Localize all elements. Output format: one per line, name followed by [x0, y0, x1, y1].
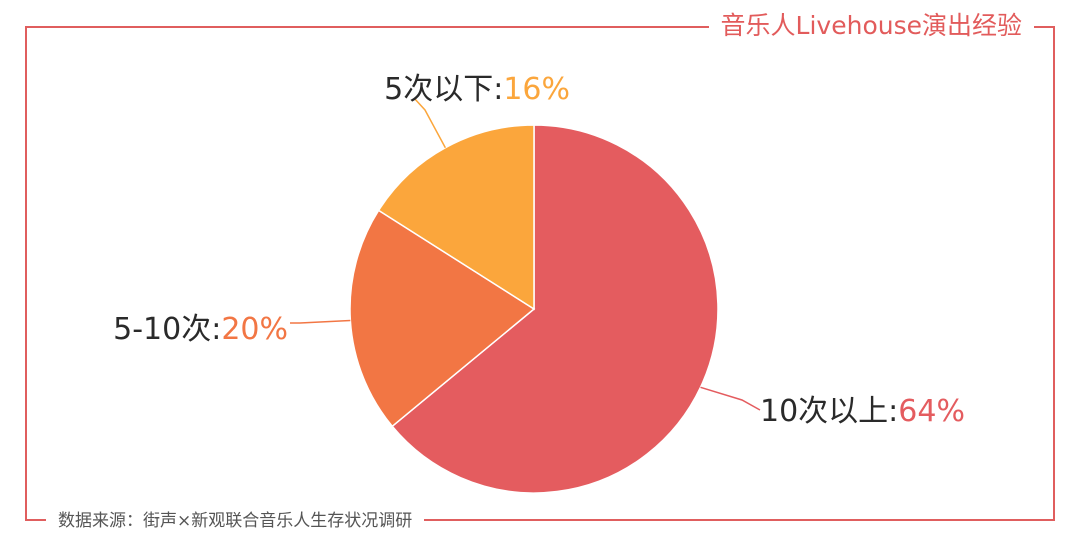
slice-label: 5次以下:16%: [384, 72, 570, 107]
slice-label: 10次以上:64%: [760, 394, 965, 429]
slice-label-value: 16%: [503, 72, 570, 107]
chart-frame: [25, 26, 1055, 521]
pie-slice: [377, 124, 535, 311]
leader-line: [413, 97, 447, 149]
leader-line: [700, 386, 761, 411]
pie-slice: [349, 209, 536, 428]
leader-line: [290, 319, 351, 324]
slice-label-value: 20%: [221, 312, 288, 347]
slice-label-name: 5次以下:: [384, 72, 503, 107]
label-leader-lines: [290, 97, 761, 411]
pie-slices: [349, 124, 719, 494]
slice-label: 5-10次:20%: [113, 312, 288, 347]
slice-labels: 10次以上:64% 5-10次:20% 5次以下:16%: [113, 72, 965, 429]
data-source-note: 数据来源：街声×新观联合音乐人生存状况调研: [46, 506, 425, 536]
slice-label-name: 5-10次:: [113, 312, 221, 347]
slice-label-value: 64%: [898, 394, 965, 429]
slice-label-name: 10次以上:: [760, 394, 898, 429]
chart-title: 音乐人Livehouse演出经验: [708, 8, 1034, 44]
